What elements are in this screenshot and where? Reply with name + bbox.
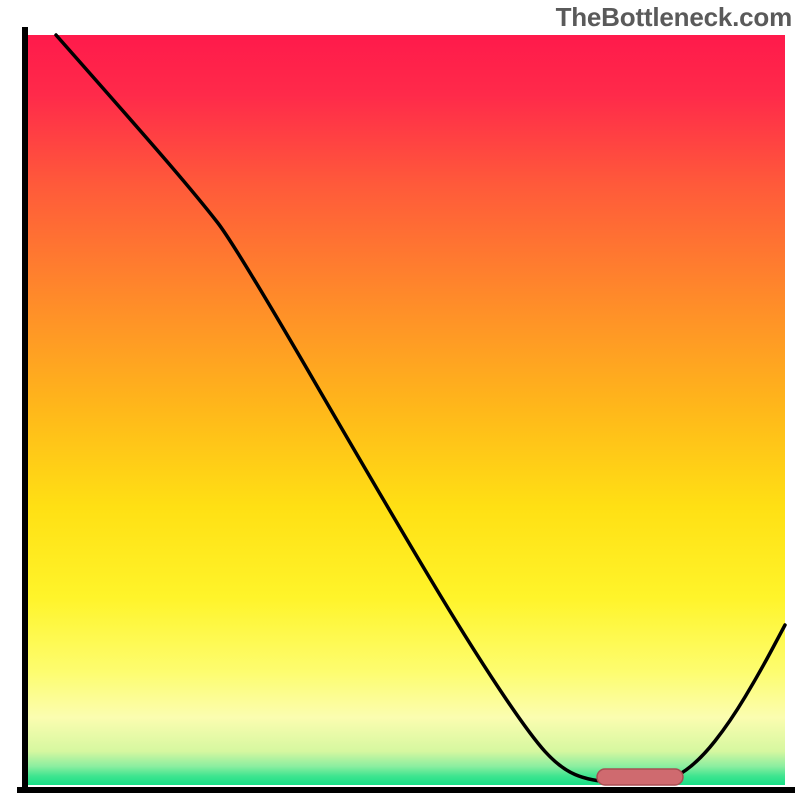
chart-stage: TheBottleneck.com: [0, 0, 800, 800]
optimal-range-marker: [597, 769, 683, 785]
chart-background: [25, 35, 785, 785]
bottleneck-chart: [0, 0, 800, 800]
watermark-text: TheBottleneck.com: [556, 2, 792, 33]
